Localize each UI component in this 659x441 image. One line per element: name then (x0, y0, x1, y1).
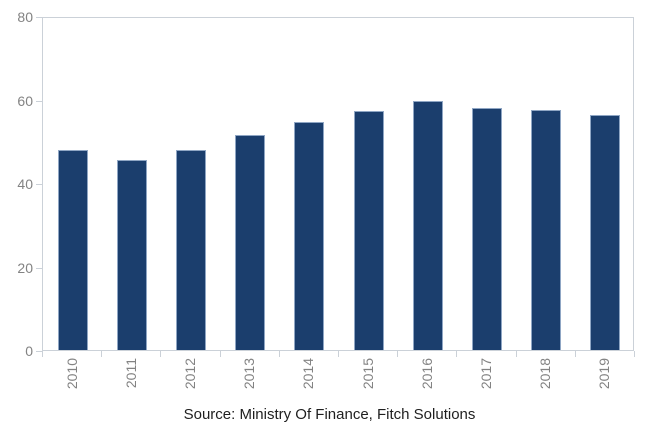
x-axis-tick (456, 351, 457, 357)
x-tick-label-2015: 2015 (360, 358, 376, 390)
x-axis-tick (516, 351, 517, 357)
x-tick-label-2012: 2012 (182, 358, 198, 390)
y-tick-label-0: 0 (25, 343, 33, 359)
x-axis-tick (220, 351, 221, 357)
x-axis-tick (634, 351, 635, 357)
x-axis-tick (101, 351, 102, 357)
y-axis-tick (36, 101, 42, 102)
x-tick-label-2016: 2016 (419, 358, 435, 390)
x-tick-label-2013: 2013 (241, 358, 257, 390)
y-tick-label-20: 20 (17, 260, 33, 276)
bar-2018 (531, 110, 561, 350)
bar-2015 (354, 111, 384, 350)
bar-2016 (413, 101, 443, 350)
bar-2012 (176, 150, 206, 350)
x-axis-tick (42, 351, 43, 357)
plot-area (42, 17, 634, 351)
y-tick-label-40: 40 (17, 176, 33, 192)
bar-2010 (58, 150, 88, 350)
bar-2011 (117, 160, 147, 350)
bar-2017 (472, 108, 502, 350)
y-axis-tick (36, 184, 42, 185)
x-axis-tick (338, 351, 339, 357)
x-axis-tick (279, 351, 280, 357)
x-tick-label-2010: 2010 (64, 358, 80, 390)
x-axis-tick (397, 351, 398, 357)
x-tick-label-2017: 2017 (478, 358, 494, 390)
y-axis-tick (36, 268, 42, 269)
x-tick-label-2019: 2019 (596, 358, 612, 390)
y-tick-label-80: 80 (17, 9, 33, 25)
x-axis-tick (160, 351, 161, 357)
bar-2013 (235, 135, 265, 350)
bar-2014 (294, 122, 324, 350)
y-tick-label-60: 60 (17, 93, 33, 109)
source-caption: Source: Ministry Of Finance, Fitch Solut… (183, 406, 476, 423)
y-axis-tick (36, 351, 42, 352)
x-axis-tick (575, 351, 576, 357)
x-tick-label-2011: 2011 (123, 358, 139, 389)
y-axis-tick (36, 17, 42, 18)
x-tick-label-2018: 2018 (537, 358, 553, 390)
x-tick-label-2014: 2014 (300, 358, 316, 390)
bar-2019 (590, 115, 620, 350)
